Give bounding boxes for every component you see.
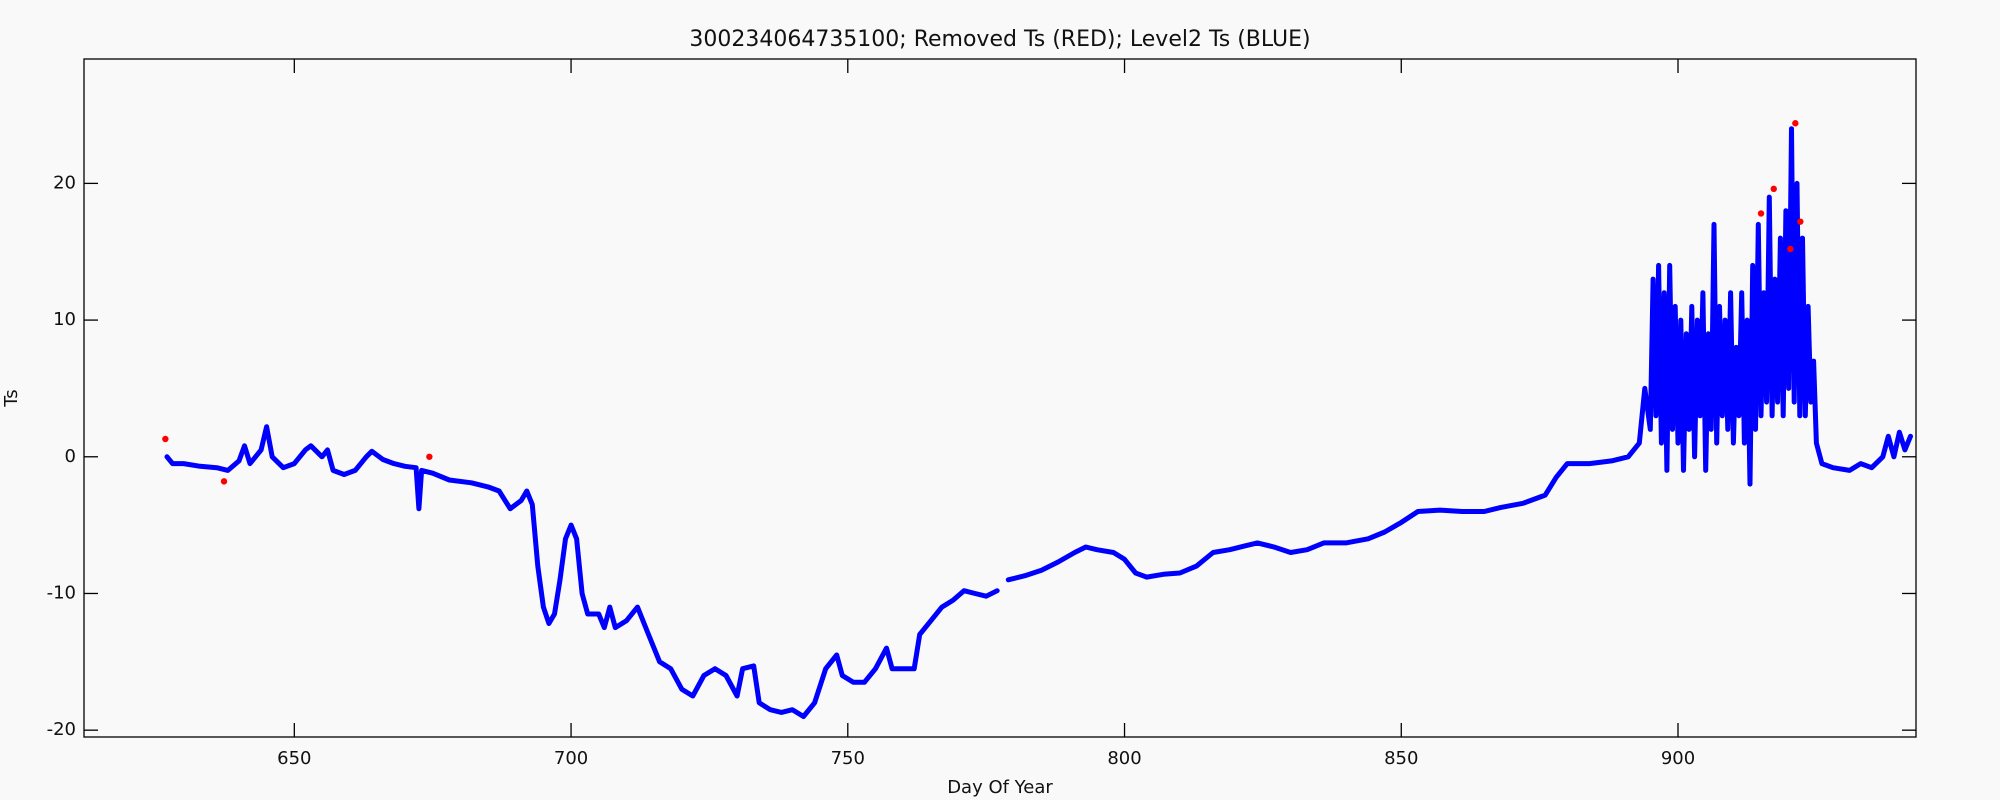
data-point bbox=[1797, 218, 1804, 225]
data-point bbox=[1792, 120, 1799, 127]
y-tick-label: 0 bbox=[65, 446, 76, 467]
y-axis-label: Ts bbox=[1, 389, 22, 407]
x-axis-label: Day Of Year bbox=[947, 777, 1053, 798]
data-line bbox=[164, 126, 1913, 719]
data-point bbox=[426, 453, 433, 460]
y-tick-label: -20 bbox=[47, 719, 76, 740]
y-tick-label: -10 bbox=[47, 582, 76, 603]
y-tick-label: 10 bbox=[53, 309, 76, 330]
x-tick-label: 800 bbox=[1107, 748, 1141, 769]
plot-frame bbox=[83, 58, 1917, 738]
y-tick-label: 20 bbox=[53, 172, 76, 193]
chart-title: 300234064735100; Removed Ts (RED); Level… bbox=[689, 27, 1310, 52]
x-tick-label: 850 bbox=[1384, 748, 1418, 769]
x-tick-label: 700 bbox=[554, 748, 588, 769]
data-point bbox=[220, 478, 228, 485]
data-point bbox=[162, 435, 169, 443]
x-tick-label: 750 bbox=[831, 748, 865, 769]
data-point bbox=[1770, 185, 1777, 193]
x-tick-label: 900 bbox=[1661, 748, 1695, 769]
data-point bbox=[1757, 210, 1765, 217]
x-tick-label: 650 bbox=[277, 748, 311, 769]
data-point bbox=[1787, 245, 1794, 253]
